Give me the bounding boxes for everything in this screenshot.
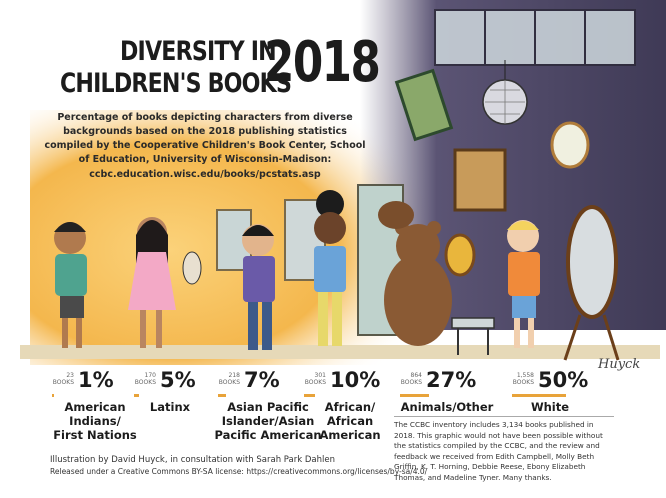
subtitle: Percentage of books depicting characters…	[44, 112, 366, 165]
category-label: White	[520, 400, 580, 414]
title-line-1: DIVERSITY IN	[120, 36, 277, 67]
category-label-line: African/	[324, 400, 376, 414]
book-count: 864 BOOKS	[400, 372, 422, 386]
category-label-line: First Nations	[53, 428, 137, 442]
percentage-label: 1%	[78, 368, 114, 392]
license-credit: Released under a Creative Commons BY-SA …	[50, 467, 428, 476]
category-label: African/African American	[315, 400, 385, 442]
side-table	[451, 317, 495, 329]
acknowledgement-note: The CCBC inventory includes 3,134 books …	[394, 420, 603, 482]
source-url[interactable]: ccbc.education.wisc.edu/books/pcstats.as…	[89, 169, 321, 180]
category-label: American Indians/First Nations	[45, 400, 145, 442]
book-count: 170 BOOKS	[134, 372, 156, 386]
category-label: Animals/Other	[392, 400, 502, 414]
title-line-2: CHILDREN'S BOOKS	[60, 68, 292, 99]
percentage-label: 10%	[330, 368, 381, 392]
category-label-line: White	[530, 400, 570, 414]
oval-mirror	[444, 233, 476, 277]
category-label-line: American	[319, 428, 381, 442]
green-frame	[394, 68, 454, 142]
portrait-frame	[453, 148, 507, 212]
category-label-line: Pacific American	[214, 428, 322, 442]
category-label-line: African	[326, 414, 374, 428]
percentage-label: 27%	[426, 368, 477, 392]
character-american-indian	[54, 222, 87, 348]
percentage-label: 5%	[160, 368, 196, 392]
percentage-bar	[218, 394, 226, 397]
category-label-line: American	[64, 400, 126, 414]
percentage-bar	[512, 394, 566, 397]
book-count: 301 BOOKS	[304, 372, 326, 386]
category-label: Asian Pacific Islander/Asian Pacific Ameri…	[208, 400, 328, 442]
percentage-bar	[304, 394, 315, 397]
character-white	[507, 220, 540, 348]
percentage-bar	[400, 394, 430, 397]
percentage-label: 7%	[244, 368, 280, 392]
category-label-line: Latinx	[149, 400, 191, 414]
character-african-american	[314, 190, 346, 346]
category-label-line: Animals/Other	[400, 400, 494, 414]
category-label-line: Indians/	[69, 414, 121, 428]
illustration-credit: Illustration by David Huyck, in consulta…	[50, 455, 335, 465]
character-bear	[378, 201, 452, 346]
divider	[394, 416, 614, 417]
standing-mirror	[566, 205, 618, 319]
book-count: 218 BOOKS	[218, 372, 240, 386]
category-label-line: Islander/Asian	[221, 414, 315, 428]
title-year: 2018	[264, 30, 381, 95]
percentage-bar	[52, 394, 54, 397]
disco-ball	[482, 60, 528, 125]
character-latinx	[128, 217, 202, 348]
illustration: Huyck	[20, 0, 666, 372]
artist-signature: Huyck	[597, 357, 640, 372]
character-asian-american	[242, 224, 275, 350]
window	[434, 9, 636, 66]
book-count: 1,558 BOOKS	[512, 372, 534, 386]
percentage-bar	[134, 394, 140, 397]
category-label-line: Asian Pacific	[227, 400, 309, 414]
book-count: 23 BOOKS	[52, 372, 74, 386]
category-label: Latinx	[140, 400, 200, 414]
round-mirror	[550, 121, 590, 169]
percentage-label: 50%	[538, 368, 589, 392]
